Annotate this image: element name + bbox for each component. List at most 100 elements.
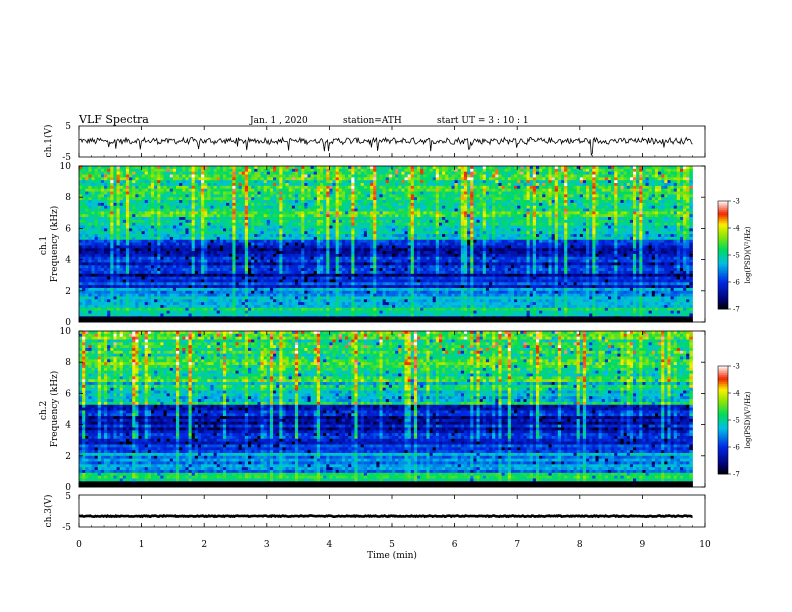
spectrogram-cell [110, 277, 114, 280]
spectrogram-cell [129, 285, 133, 288]
spectrogram-cell [138, 302, 142, 305]
spectrogram-cell [204, 166, 208, 169]
spectrogram-cell [145, 206, 149, 209]
spectrogram-cell [254, 166, 258, 169]
spectrogram-cell [198, 194, 202, 197]
spectrogram-cell [348, 260, 352, 263]
spectrogram-cell [82, 240, 86, 243]
spectrogram-cell [123, 197, 127, 200]
spectrogram-cell [207, 274, 211, 277]
spectrogram-cell [210, 169, 214, 172]
spectrogram-cell [342, 175, 346, 178]
spectrogram-cell [135, 271, 139, 274]
spectrogram-cell [195, 271, 199, 274]
spectrogram-cell [292, 299, 296, 302]
spectrogram-cell [207, 223, 211, 226]
spectrogram-cell [286, 294, 290, 297]
spectrogram-cell [298, 180, 302, 183]
spectrogram-cell [198, 308, 202, 311]
spectrogram-cell [157, 294, 161, 297]
spectrogram-cell [117, 311, 121, 314]
spectrogram-cell [267, 268, 271, 271]
spectrogram-cell [167, 194, 171, 197]
spectrogram-cell [79, 234, 83, 237]
spectrogram-cell [129, 200, 133, 203]
spectrogram-cell [333, 282, 337, 285]
spectrogram-cell [276, 308, 280, 311]
spectrogram-cell [173, 234, 177, 237]
spectrogram-cell [173, 265, 177, 268]
spectrogram-cell [220, 172, 224, 175]
spectrogram-cell [167, 245, 171, 248]
spectrogram-cell [204, 302, 208, 305]
spectrogram-cell [160, 192, 164, 195]
spectrogram-cell [276, 211, 280, 214]
spectrogram-cell [339, 211, 343, 214]
spectrogram-cell [104, 308, 108, 311]
spectrogram-cell [85, 282, 89, 285]
spectrogram-cell [185, 245, 189, 248]
spectrogram-cell [342, 279, 346, 282]
spectrogram-cell [101, 294, 105, 297]
spectrogram-cell [113, 177, 117, 180]
spectrogram-cell [229, 291, 233, 294]
spectrogram-cell [157, 172, 161, 175]
spectrogram-cell [354, 189, 358, 192]
spectrogram-cell [239, 223, 243, 226]
spectrogram-cell [198, 234, 202, 237]
spectrogram-cell [326, 189, 330, 192]
spectrogram-cell [113, 294, 117, 297]
spectrogram-cell [198, 211, 202, 214]
spectrogram-cell [236, 175, 240, 178]
spectrogram-cell [245, 260, 249, 263]
spectrogram-cell [201, 203, 205, 206]
spectrogram-cell [214, 305, 218, 308]
spectrogram-cell [273, 223, 277, 226]
spectrogram-cell [345, 206, 349, 209]
spectrogram-cell [82, 262, 86, 265]
spectrogram-cell [138, 240, 142, 243]
spectrogram-cell [101, 166, 105, 169]
spectrogram-cell [333, 308, 337, 311]
spectrogram-cell [167, 302, 171, 305]
spectrogram-cell [326, 262, 330, 265]
spectrogram-cell [95, 192, 99, 195]
spectrogram-cell [239, 240, 243, 243]
spectrogram-cell [123, 223, 127, 226]
spectrogram-cell [264, 175, 268, 178]
spectrogram-cell [145, 237, 149, 240]
spectrogram-cell [329, 177, 333, 180]
spectrogram-cell [95, 220, 99, 223]
spectrogram-cell [242, 177, 246, 180]
spectrogram-cell [176, 271, 180, 274]
spectrogram-cell [326, 192, 330, 195]
spectrogram-cell [123, 279, 127, 282]
spectrogram-cell [267, 175, 271, 178]
spectrogram-cell [198, 311, 202, 314]
spectrogram-cell [232, 189, 236, 192]
spectrogram-cell [204, 308, 208, 311]
spectrogram-cell [157, 243, 161, 246]
spectrogram-cell [113, 220, 117, 223]
spectrogram-cell [85, 177, 89, 180]
spectrogram-cell [98, 197, 102, 200]
spectrogram-cell [314, 234, 318, 237]
spectrogram-cell [254, 183, 258, 186]
spectrogram-cell [170, 228, 174, 231]
spectrogram-cell [104, 248, 108, 251]
spectrogram-cell [176, 175, 180, 178]
spectrogram-cell [201, 214, 205, 217]
spectrogram-cell [289, 311, 293, 314]
spectrogram-cell [117, 175, 121, 178]
spectrogram-cell [236, 183, 240, 186]
spectrogram-cell [254, 203, 258, 206]
spectrogram-cell [176, 254, 180, 257]
spectrogram-cell [223, 228, 227, 231]
spectrogram-cell [264, 243, 268, 246]
spectrogram-cell [229, 257, 233, 260]
spectrogram-cell [273, 294, 277, 297]
spectrogram-cell [92, 172, 96, 175]
spectrogram-cell [339, 294, 343, 297]
spectrogram-cell [267, 223, 271, 226]
spectrogram-cell [154, 291, 158, 294]
